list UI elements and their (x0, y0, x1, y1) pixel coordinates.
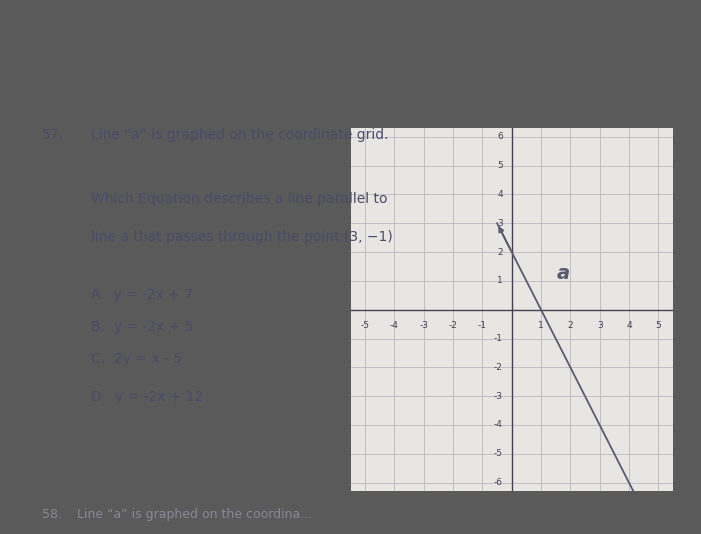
Text: 1: 1 (538, 321, 544, 330)
Text: Which Equation describes a line parallel to: Which Equation describes a line parallel… (91, 192, 388, 206)
Text: 1: 1 (497, 277, 503, 285)
Text: -6: -6 (494, 478, 503, 487)
Text: -5: -5 (360, 321, 369, 330)
Text: D.  y = -2x + 12: D. y = -2x + 12 (91, 390, 203, 404)
Text: -3: -3 (419, 321, 428, 330)
Text: Line “a” is graphed on the coordinate grid.: Line “a” is graphed on the coordinate gr… (91, 128, 388, 142)
Text: 3: 3 (497, 219, 503, 228)
Text: 58.: 58. (42, 508, 62, 521)
Text: a: a (557, 264, 571, 284)
Text: line a that passes through the point (3, −1): line a that passes through the point (3,… (91, 230, 393, 244)
Text: -3: -3 (494, 391, 503, 400)
Text: C.  2y = x - 5: C. 2y = x - 5 (91, 352, 182, 366)
Text: A.  y = -2x + 7: A. y = -2x + 7 (91, 288, 193, 302)
Text: -2: -2 (449, 321, 458, 330)
Text: 4: 4 (497, 190, 503, 199)
Text: -4: -4 (494, 420, 503, 429)
Text: -1: -1 (494, 334, 503, 343)
Text: -4: -4 (390, 321, 399, 330)
Text: -1: -1 (478, 321, 487, 330)
Text: 2: 2 (568, 321, 573, 330)
Text: Line “a” is graphed on the coordina...: Line “a” is graphed on the coordina... (77, 508, 313, 521)
Text: 4: 4 (626, 321, 632, 330)
Text: -5: -5 (494, 449, 503, 458)
Text: 2: 2 (497, 248, 503, 256)
Text: 5: 5 (655, 321, 661, 330)
Text: -2: -2 (494, 363, 503, 372)
Text: 3: 3 (597, 321, 603, 330)
Text: B.  y = -2x + 5: B. y = -2x + 5 (91, 320, 193, 334)
Text: 57.: 57. (42, 128, 64, 142)
Text: 5: 5 (497, 161, 503, 170)
Text: 6: 6 (497, 132, 503, 142)
